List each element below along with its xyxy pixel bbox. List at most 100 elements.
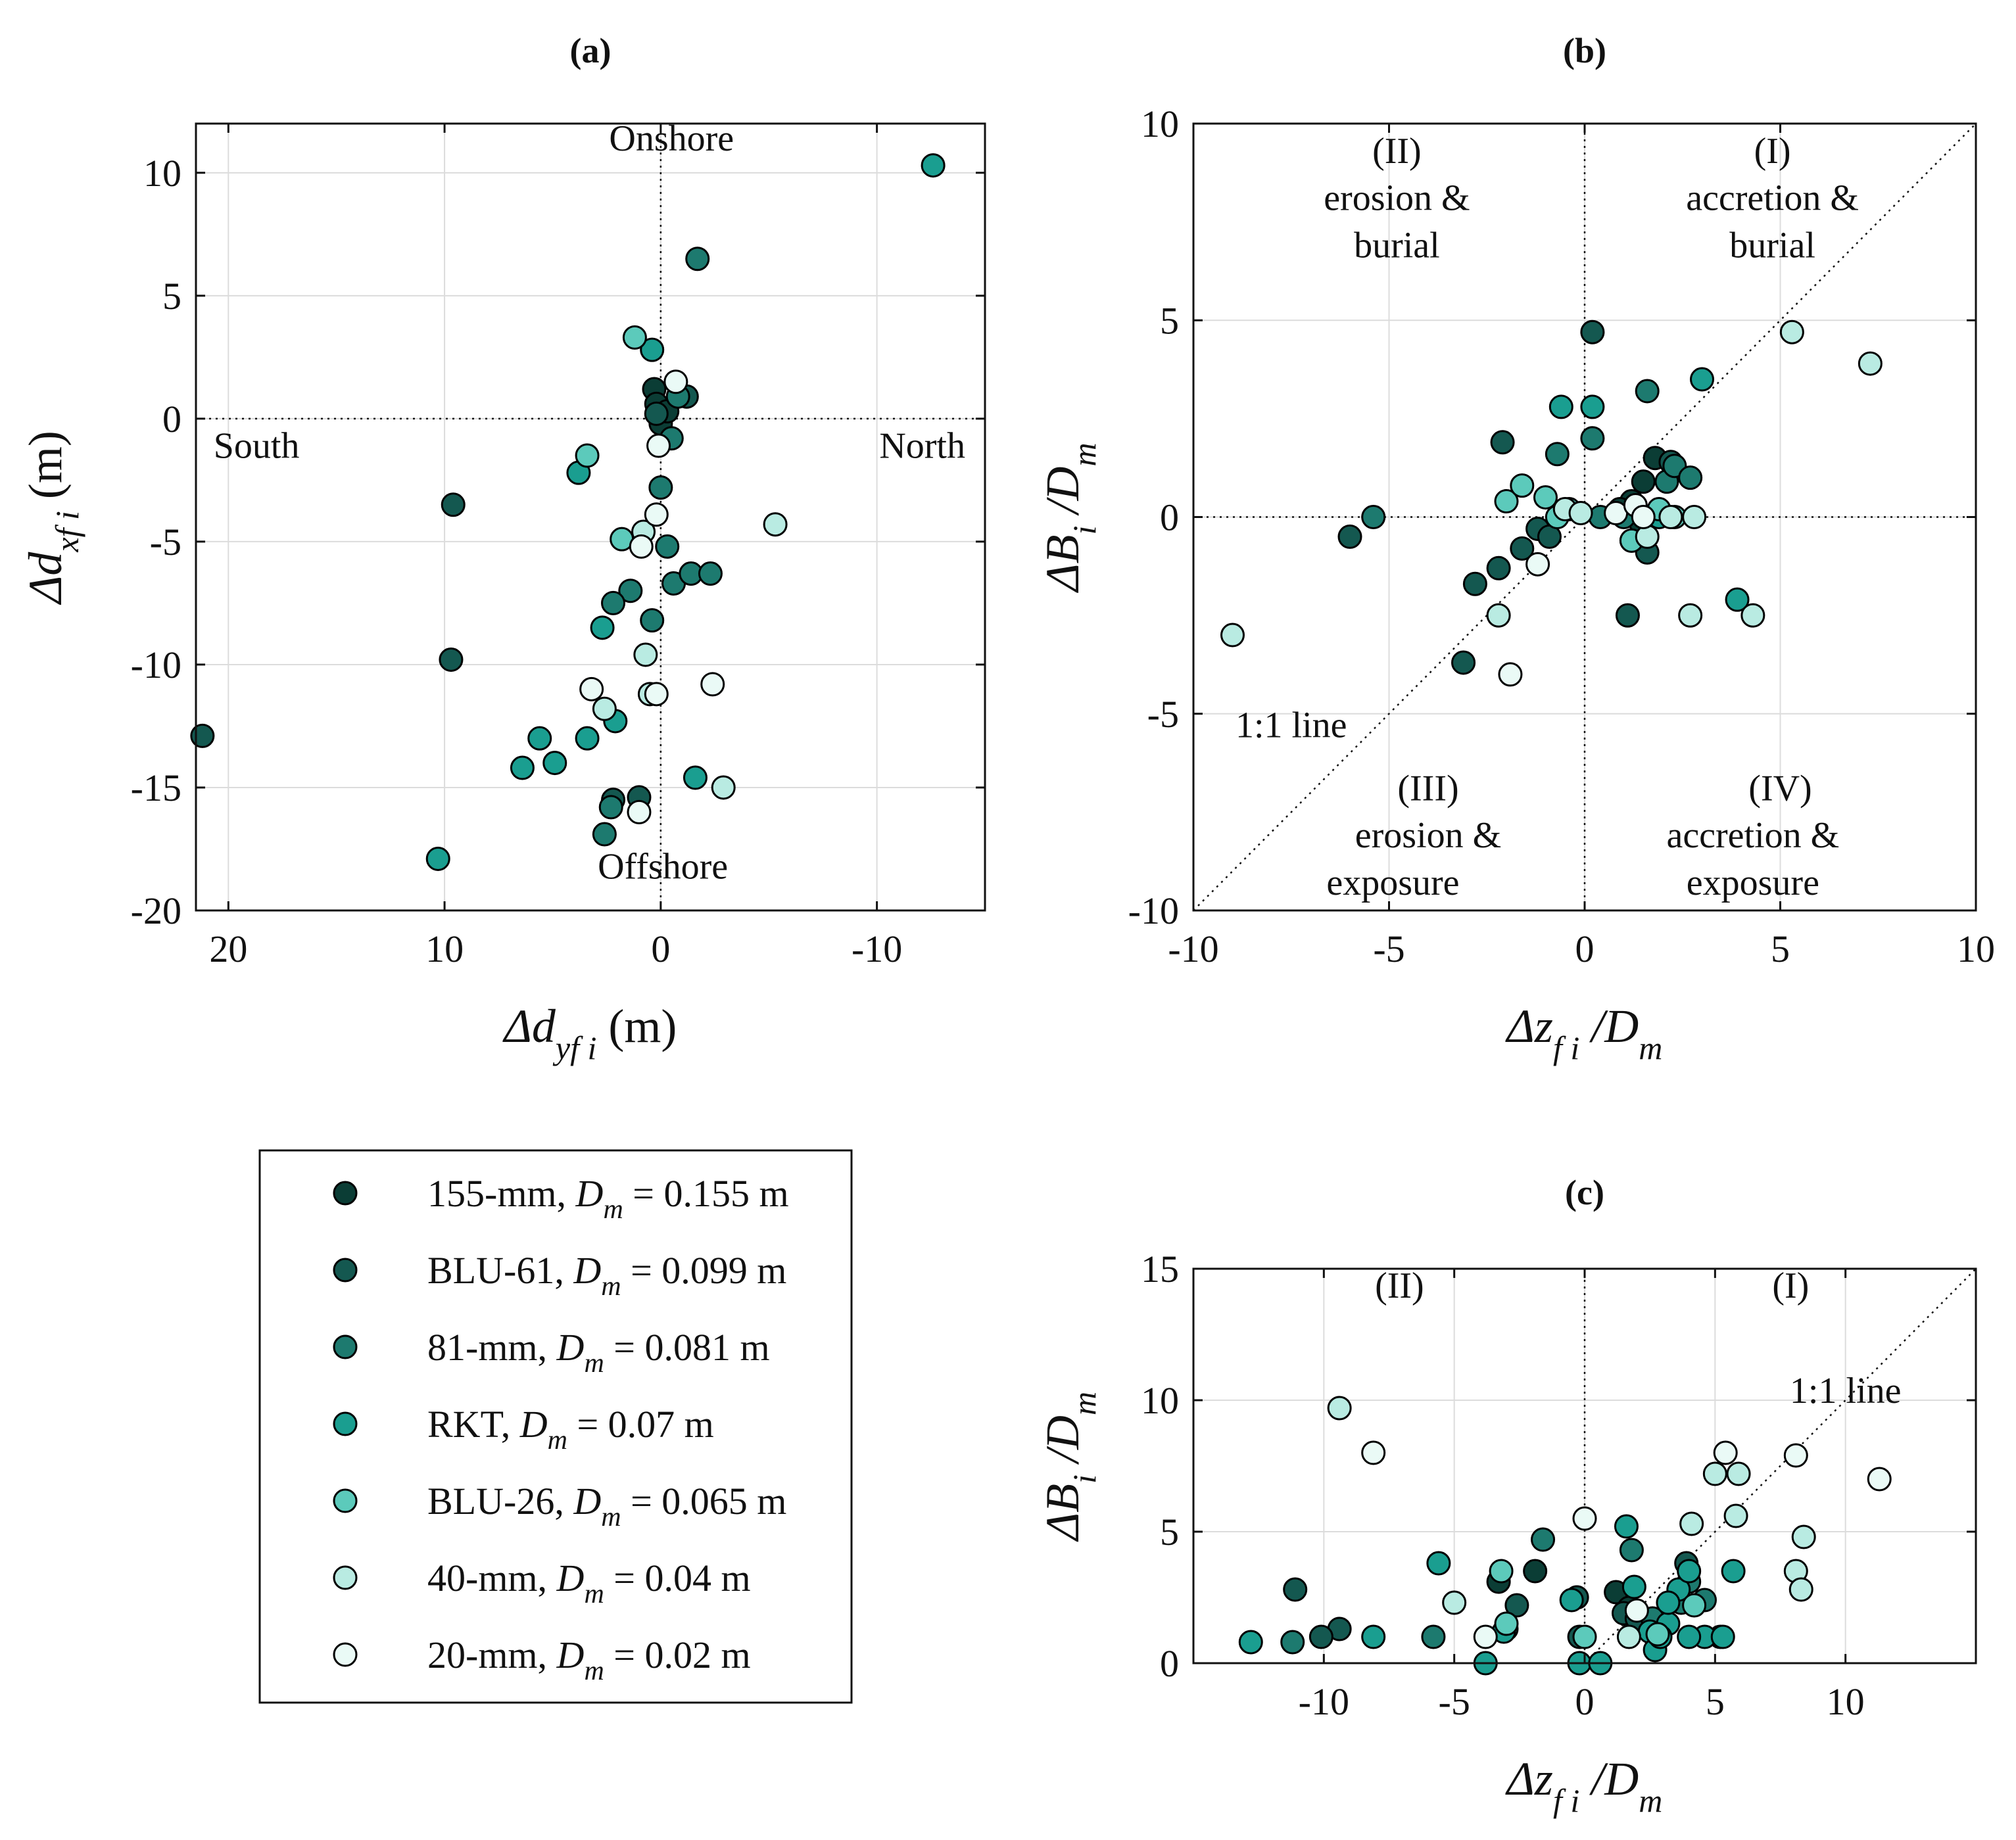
x-label-unit: (m) — [596, 1000, 677, 1052]
data-point-20-mm — [1713, 1440, 1738, 1465]
data-point-rkt — [1710, 1624, 1735, 1649]
data-point-40-mm — [1678, 603, 1703, 628]
reference-line — [1584, 1268, 1977, 1664]
data-point-40-mm — [1486, 603, 1511, 628]
data-point-40-mm — [1220, 623, 1245, 648]
x-axis-label: Δzf i /Dm — [1505, 1000, 1663, 1066]
y-tick-label: 0 — [162, 398, 181, 440]
annotation: (III) — [1397, 768, 1458, 809]
panel-title: (a) — [570, 31, 612, 70]
data-point-20-mm — [663, 369, 688, 394]
legend-dm-symbol: D — [573, 1249, 601, 1292]
data-point-blu-61 — [1510, 536, 1535, 561]
legend-entry: RKT, Dm = 0.07 m — [427, 1403, 714, 1455]
data-point-20-mm — [1473, 1624, 1498, 1649]
panel-b: (II) erosion & burial (I) accretion & burial (… — [1036, 31, 1995, 1066]
legend-dm-symbol: D — [575, 1172, 604, 1215]
legend-marker-40-mm — [333, 1565, 358, 1590]
data-point-40-mm — [1635, 524, 1660, 549]
data-point-20-mm — [1867, 1467, 1892, 1492]
data-point-20-mm — [627, 799, 652, 824]
data-point-20-mm — [1624, 1598, 1649, 1623]
x-tick-label: 0 — [1575, 1680, 1595, 1723]
data-point-blu-26 — [1645, 1622, 1670, 1647]
y-axis-label: Δdxf i (m) — [19, 431, 85, 605]
data-point-rkt — [542, 751, 567, 776]
y-tick-label: -10 — [1128, 889, 1179, 932]
x-tick-label: 5 — [1771, 928, 1790, 970]
data-point-blu-61 — [1490, 430, 1515, 455]
y-label-main: ΔB — [1036, 1484, 1089, 1542]
data-point-blu-61 — [1615, 603, 1640, 628]
data-point-blu-61 — [1451, 650, 1476, 675]
data-point-rkt — [921, 153, 946, 178]
data-point-rkt — [640, 337, 665, 362]
data-point-rkt — [1721, 1559, 1746, 1584]
legend-dm-sub: m — [601, 1502, 621, 1532]
data-point-40-mm — [592, 696, 617, 721]
legend-dm-sub: m — [548, 1425, 567, 1455]
x-label-sub: f i — [1553, 1029, 1579, 1066]
legend-dm-value: = 0.04 m — [604, 1557, 751, 1599]
y-tick-label: 5 — [1160, 299, 1179, 342]
y-label-sub: i — [1066, 525, 1103, 534]
annotation: South — [214, 426, 300, 467]
data-point-rkt — [1361, 1624, 1386, 1649]
legend-entry-label: RKT, — [427, 1403, 520, 1446]
y-label-unit: /D — [1036, 466, 1089, 525]
data-point-40-mm — [1779, 319, 1804, 344]
data-point-blu-26 — [1682, 1593, 1707, 1618]
data-point-20-mm — [646, 433, 671, 458]
x-tick-label: 5 — [1706, 1680, 1725, 1723]
data-point-rkt — [425, 846, 450, 871]
data-point-40-mm — [1858, 351, 1883, 376]
data-point-20-mm — [1525, 552, 1550, 577]
data-point-rkt — [1621, 1574, 1646, 1599]
legend-dm-value: = 0.099 m — [621, 1249, 787, 1292]
x-tick-label: -10 — [1299, 1680, 1349, 1723]
y-tick-label: 5 — [162, 275, 181, 318]
annotation: Offshore — [598, 846, 728, 887]
data-point-blu-61 — [441, 492, 466, 517]
y-tick-label: -5 — [1147, 693, 1179, 736]
data-point-40-mm — [1726, 1461, 1751, 1486]
panel-title: (c) — [1565, 1173, 1604, 1212]
annotation: 1:1 line — [1790, 1371, 1902, 1411]
data-point-81-mm — [655, 534, 680, 559]
y-axis-label: ΔBi /Dm — [1036, 1392, 1103, 1542]
x-label-unit: /D — [1579, 1753, 1639, 1805]
annotation: 1:1 line — [1236, 705, 1347, 746]
y-label-sub: xf i — [49, 511, 85, 552]
data-point-81-mm — [1678, 465, 1703, 490]
data-point-155-mm — [1631, 469, 1656, 494]
legend-marker-20-mm — [333, 1642, 358, 1667]
legend-marker-blu-26 — [333, 1488, 358, 1513]
annotation: erosion & — [1355, 815, 1501, 856]
data-point-20-mm — [700, 672, 725, 697]
x-label-sub2: m — [1639, 1029, 1662, 1066]
data-point-20-mm — [1631, 505, 1656, 529]
data-point-blu-61 — [1308, 1624, 1333, 1649]
x-axis-label: Δzf i /Dm — [1505, 1753, 1663, 1819]
data-point-40-mm — [1723, 1503, 1748, 1528]
data-point-40-mm — [1702, 1461, 1727, 1486]
legend-dm-symbol: D — [556, 1634, 585, 1676]
y-tick-label: -10 — [131, 644, 181, 686]
data-point-20-mm — [644, 502, 669, 527]
y-tick-label: 5 — [1160, 1511, 1179, 1553]
annotation: burial — [1354, 225, 1440, 266]
data-point-40-mm — [633, 642, 658, 667]
data-point-81-mm — [598, 795, 623, 820]
data-point-81-mm — [648, 475, 673, 500]
data-point-81-mm — [618, 578, 643, 603]
data-point-rkt — [683, 765, 708, 790]
annotation: Onshore — [609, 118, 734, 159]
annotation: (II) — [1372, 131, 1422, 172]
data-point-40-mm — [1791, 1524, 1816, 1549]
data-point-81-mm — [1545, 442, 1570, 467]
y-label-sub2: m — [1066, 442, 1103, 466]
data-point-rkt — [1725, 587, 1750, 612]
x-tick-label: -5 — [1373, 928, 1404, 970]
data-point-rkt — [1614, 1514, 1639, 1539]
